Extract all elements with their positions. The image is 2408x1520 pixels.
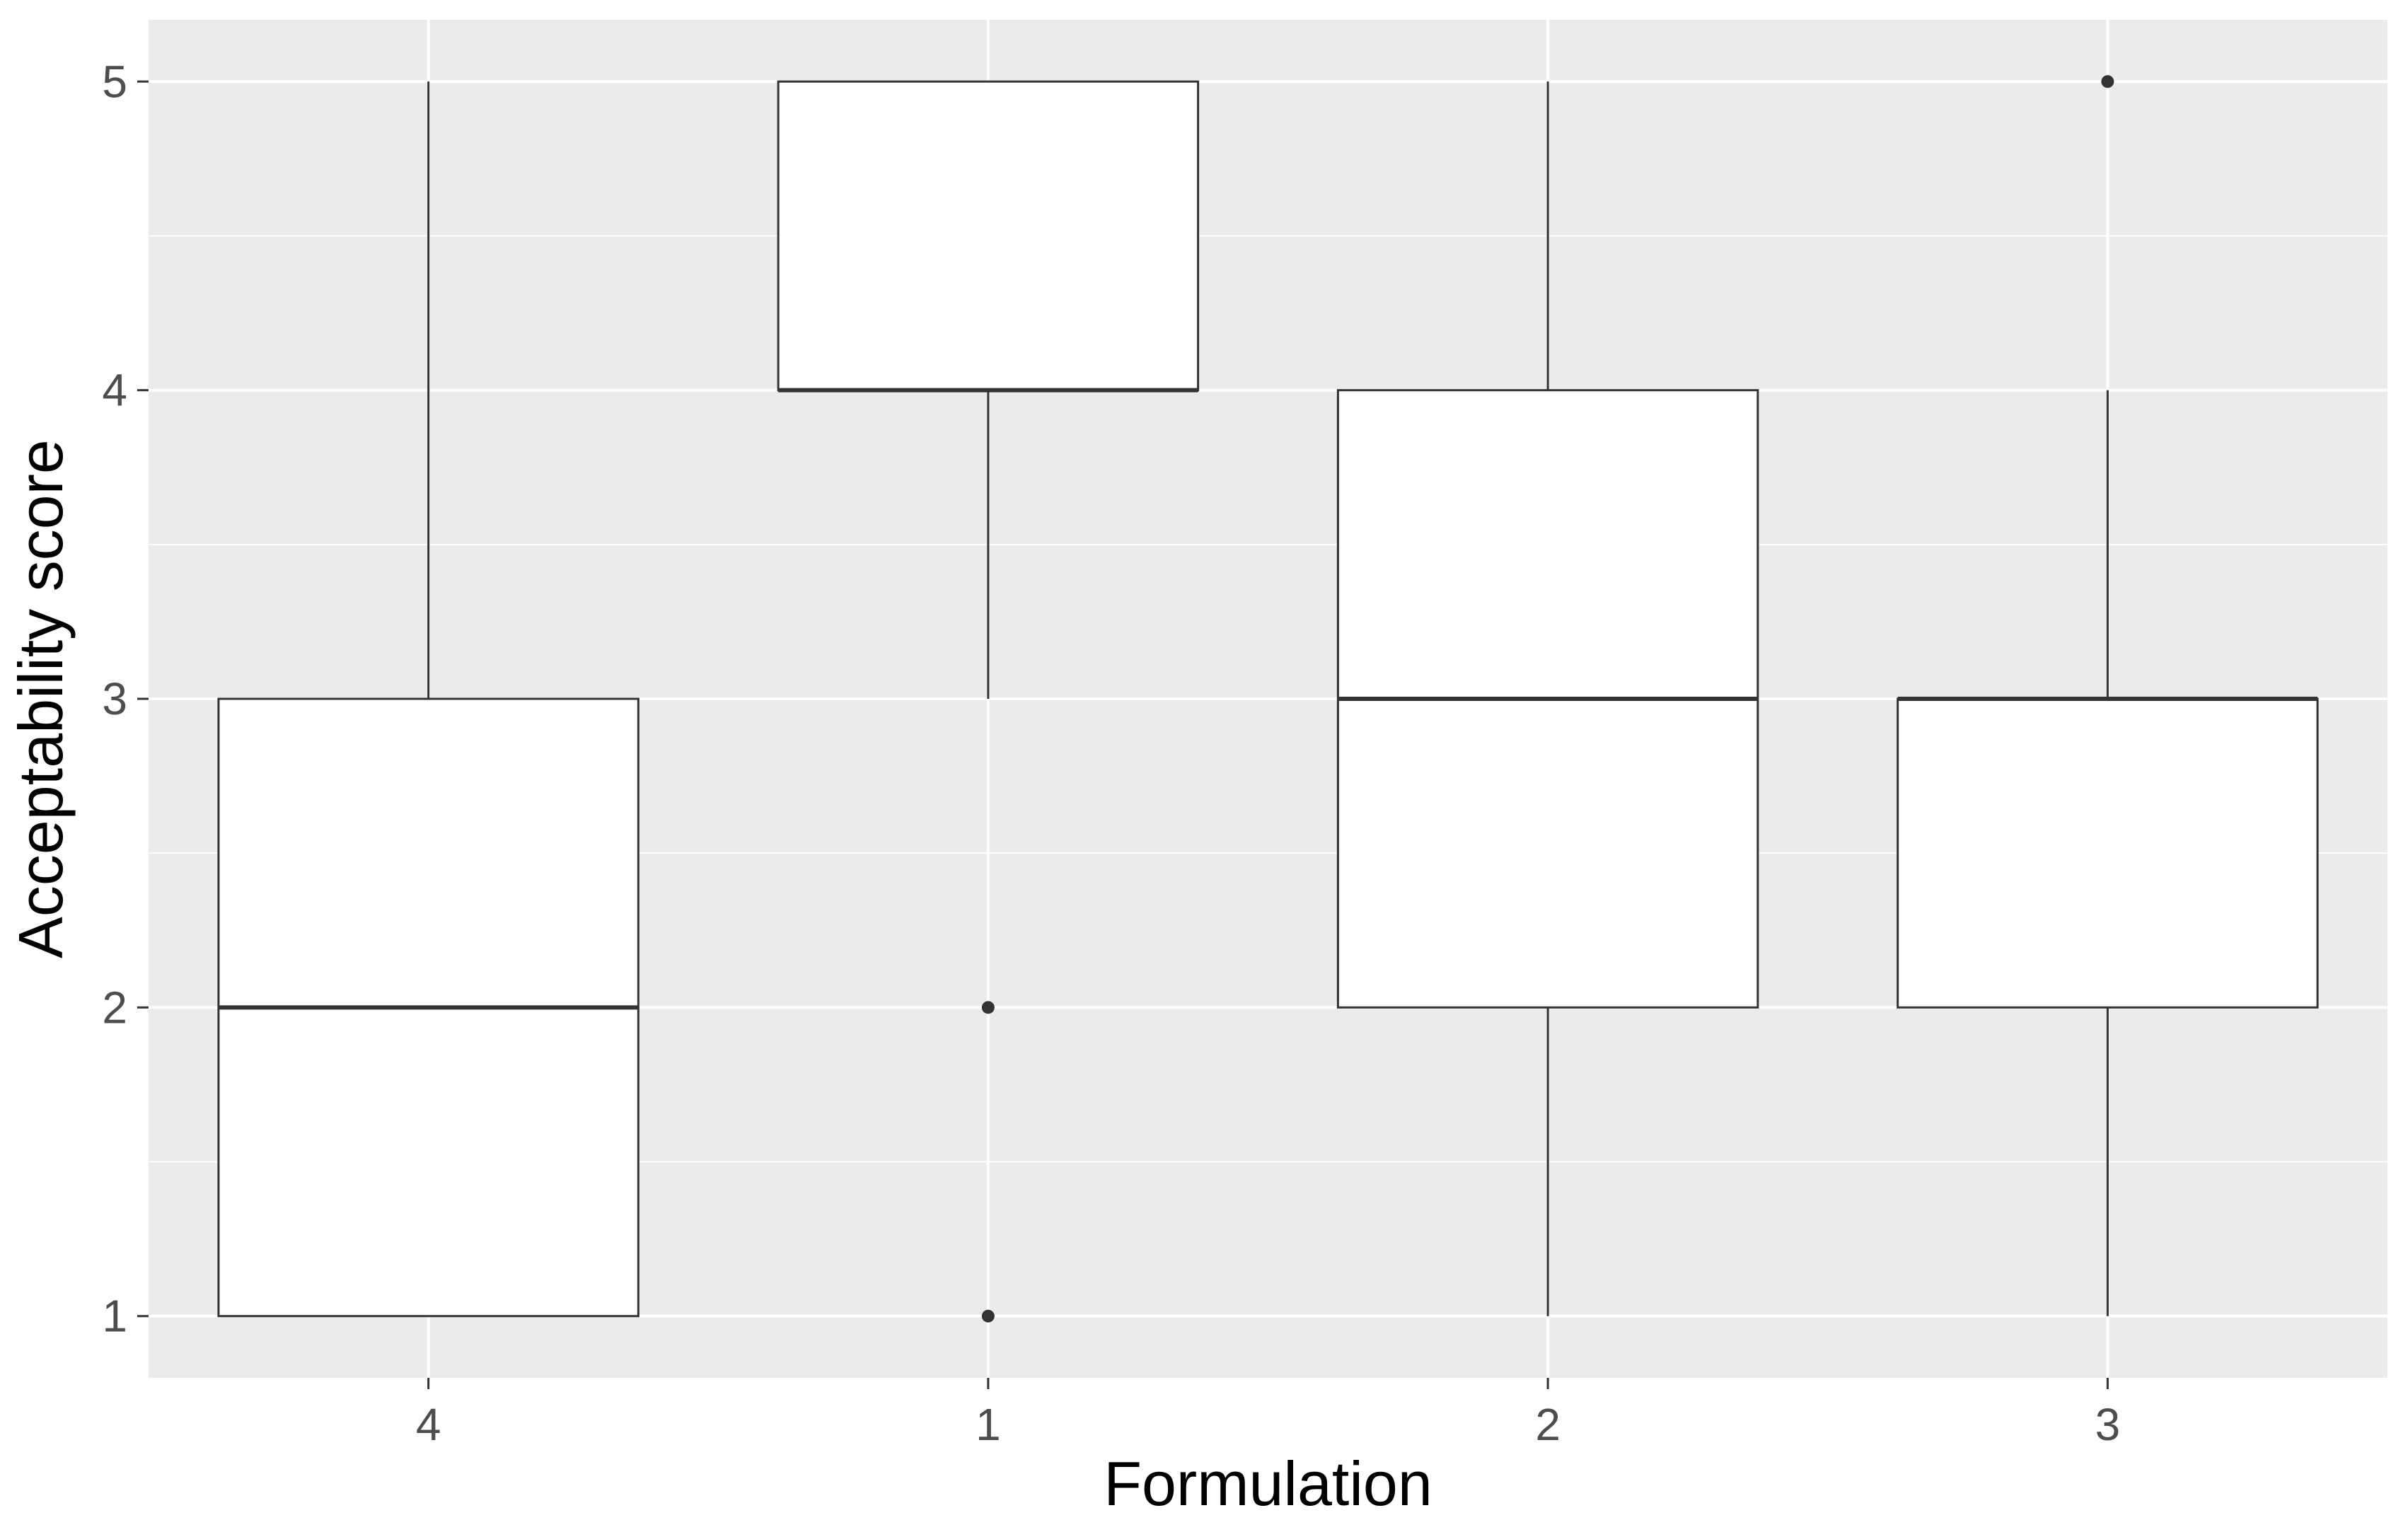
x-axis: 4 1 2 3 bbox=[416, 1378, 2120, 1450]
x-tick-label: 1 bbox=[976, 1399, 1001, 1450]
y-tick-label: 1 bbox=[102, 1291, 127, 1342]
y-tick-label: 3 bbox=[102, 673, 127, 724]
box-iqr bbox=[777, 80, 1200, 392]
x-tick-label: 4 bbox=[416, 1399, 441, 1450]
outlier-point bbox=[981, 1001, 995, 1014]
y-axis-title: Acceptability score bbox=[6, 439, 76, 958]
y-tick-label: 2 bbox=[102, 982, 127, 1033]
y-tick-label: 5 bbox=[102, 56, 127, 107]
box-1 bbox=[777, 80, 1200, 1323]
x-axis-title: Formulation bbox=[1104, 1449, 1432, 1519]
y-tick-label: 4 bbox=[102, 365, 127, 416]
outlier-point bbox=[2101, 75, 2114, 88]
box-4 bbox=[217, 81, 639, 1318]
box-2 bbox=[1336, 81, 1759, 1316]
box-iqr bbox=[1897, 697, 2319, 1009]
box-3 bbox=[1897, 75, 2319, 1316]
x-tick-label: 3 bbox=[2095, 1399, 2121, 1450]
boxes-layer bbox=[217, 75, 2319, 1323]
y-axis: 1 2 3 4 5 bbox=[102, 56, 149, 1342]
outlier-point bbox=[981, 1309, 995, 1323]
x-tick-label: 2 bbox=[1535, 1399, 1561, 1450]
